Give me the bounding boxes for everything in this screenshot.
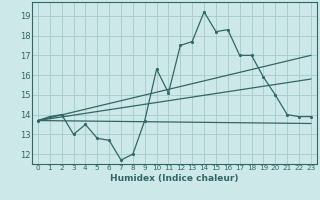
X-axis label: Humidex (Indice chaleur): Humidex (Indice chaleur) (110, 174, 239, 183)
